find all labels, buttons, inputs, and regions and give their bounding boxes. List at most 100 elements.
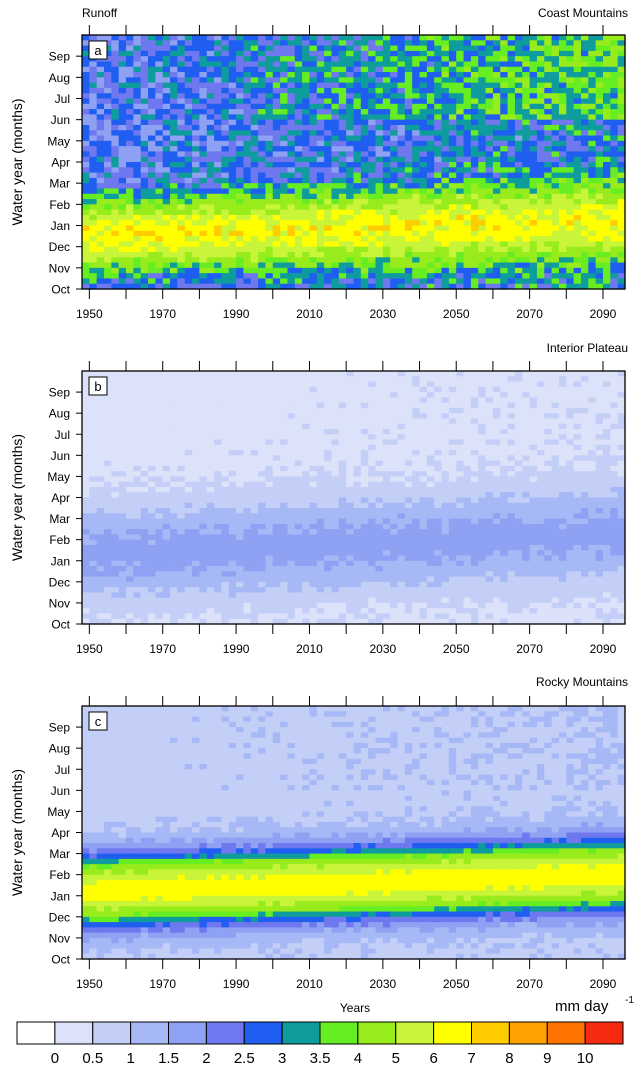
heatmap-cell: [382, 82, 391, 89]
heatmap-cell: [522, 193, 531, 200]
heatmap-cell: [192, 278, 201, 285]
heatmap-cell: [133, 476, 142, 483]
heatmap-cell: [309, 220, 318, 227]
heatmap-cell: [280, 130, 289, 137]
heatmap-cell: [448, 103, 457, 110]
heatmap-cell: [155, 571, 164, 578]
heatmap-cell: [514, 130, 523, 137]
heatmap-cell: [155, 82, 164, 89]
heatmap-cell: [96, 151, 105, 158]
heatmap-cell: [309, 188, 318, 195]
heatmap-cell: [250, 455, 259, 462]
heatmap-cell: [111, 413, 120, 420]
heatmap-cell: [250, 550, 259, 557]
heatmap-cell: [353, 209, 362, 216]
heatmap-cell: [199, 571, 208, 578]
heatmap-cell: [602, 236, 611, 242]
heatmap-cell: [522, 241, 531, 248]
heatmap-cell: [390, 135, 399, 142]
heatmap-cell: [184, 513, 193, 520]
heatmap-cell: [118, 267, 127, 274]
heatmap-cell: [353, 183, 362, 190]
heatmap-cell: [617, 214, 626, 221]
heatmap-cell: [287, 460, 296, 467]
heatmap-cell: [441, 251, 450, 258]
heatmap-cell: [162, 450, 171, 456]
heatmap-cell: [250, 267, 259, 274]
heatmap-cell: [133, 560, 142, 567]
heatmap-cell: [133, 597, 142, 604]
heatmap-cell: [382, 177, 391, 184]
heatmap-cell: [184, 544, 193, 551]
heatmap-cell: [221, 486, 230, 493]
heatmap-cell: [148, 87, 156, 94]
heatmap-cell: [346, 204, 355, 211]
heatmap-cell: [280, 518, 289, 525]
heatmap-cell: [199, 386, 208, 393]
heatmap-cell: [206, 407, 215, 414]
heatmap-cell: [118, 566, 127, 572]
heatmap-cell: [426, 45, 435, 52]
heatmap-cell: [353, 87, 362, 94]
heatmap-cell: [221, 428, 230, 435]
heatmap-cell: [448, 50, 457, 57]
heatmap-cell: [287, 188, 296, 195]
heatmap-cell: [126, 273, 134, 280]
heatmap-cell: [214, 267, 223, 274]
heatmap-cell: [243, 587, 252, 593]
heatmap-cell: [228, 544, 237, 551]
heatmap-cell: [236, 576, 245, 583]
heatmap-cell: [89, 592, 98, 599]
heatmap-cell: [155, 183, 164, 190]
heatmap-cell: [155, 513, 164, 520]
heatmap-cell: [89, 246, 98, 253]
heatmap-cell: [514, 188, 523, 195]
heatmap-cell: [228, 156, 237, 163]
heatmap-cell: [258, 455, 267, 462]
heatmap-cell: [375, 220, 384, 227]
heatmap-cell: [221, 278, 230, 285]
heatmap-cell: [265, 93, 274, 100]
heatmap-cell: [419, 114, 428, 121]
heatmap-cell: [236, 273, 245, 280]
heatmap-cell: [265, 434, 274, 441]
heatmap-cell: [602, 262, 611, 269]
heatmap-cell: [353, 45, 362, 52]
heatmap-cell: [228, 98, 237, 105]
heatmap-cell: [331, 193, 340, 200]
heatmap-cell: [104, 246, 112, 253]
heatmap-cell: [492, 45, 501, 52]
y-tick-label: Jul: [55, 92, 70, 106]
heatmap-cell: [243, 423, 252, 430]
heatmap-cell: [514, 177, 523, 184]
heatmap-cell: [316, 98, 325, 105]
heatmap-cell: [96, 146, 105, 153]
heatmap-cell: [118, 199, 127, 205]
heatmap-cell: [192, 397, 201, 404]
heatmap-cell: [338, 262, 347, 269]
heatmap-cell: [133, 267, 142, 274]
heatmap-cell: [140, 618, 149, 625]
heatmap-cell: [280, 566, 289, 572]
heatmap-cell: [170, 56, 178, 63]
heatmap-cell: [118, 508, 127, 514]
heatmap-cell: [588, 66, 597, 73]
heatmap-cell: [338, 230, 347, 237]
heatmap-cell: [118, 571, 127, 578]
heatmap-cell: [397, 241, 406, 248]
heatmap-cell: [148, 283, 156, 290]
heatmap-cell: [228, 267, 237, 274]
heatmap-cell: [243, 103, 252, 110]
heatmap-cell: [397, 82, 406, 89]
heatmap-cell: [544, 283, 553, 290]
heatmap-cell: [287, 50, 296, 57]
heatmap-cell: [360, 241, 369, 248]
heatmap-cell: [419, 140, 428, 147]
heatmap-cell: [199, 35, 208, 41]
heatmap-cell: [580, 214, 589, 221]
heatmap-cell: [162, 119, 171, 126]
heatmap-cell: [492, 177, 501, 184]
heatmap-cell: [448, 156, 457, 163]
heatmap-cell: [485, 283, 494, 290]
heatmap-cell: [368, 135, 377, 142]
